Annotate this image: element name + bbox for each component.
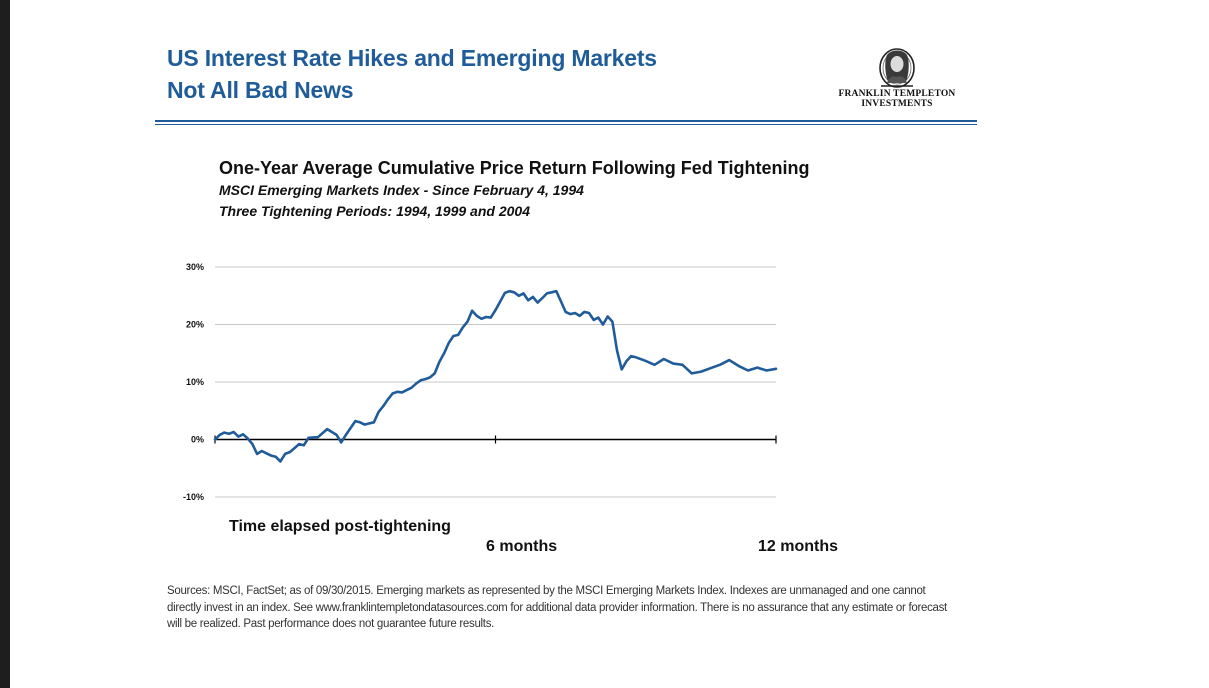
y-tick-label: 10% xyxy=(186,377,204,387)
y-tick-label: 0% xyxy=(191,435,204,445)
page-title: US Interest Rate Hikes and Emerging Mark… xyxy=(167,45,657,71)
page-subtitle: Not All Bad News xyxy=(167,77,354,103)
sources-footnote: Sources: MSCI, FactSet; as of 09/30/2015… xyxy=(167,585,947,630)
window-edge-bar xyxy=(0,0,10,688)
chart-subtitle-periods: Three Tightening Periods: 1994, 1999 and… xyxy=(219,203,530,219)
franklin-portrait-icon xyxy=(879,48,915,88)
header-rule-thick xyxy=(155,120,977,122)
y-tick-label: -10% xyxy=(183,492,204,502)
x-tick-label-6-months: 6 months xyxy=(486,538,558,555)
x-axis-label: Time elapsed post-tightening xyxy=(229,518,451,535)
logo-company-name: FRANKLIN TEMPLETON xyxy=(838,89,956,99)
y-tick-label: 30% xyxy=(186,262,204,272)
franklin-templeton-logo: FRANKLIN TEMPLETON INVESTMENTS xyxy=(835,47,959,109)
chart-title: One-Year Average Cumulative Price Return… xyxy=(219,158,810,178)
series-line xyxy=(213,289,778,463)
logo-company-subname: INVESTMENTS xyxy=(861,99,933,109)
y-tick-label: 20% xyxy=(186,320,204,330)
chart-subtitle-index: MSCI Emerging Markets Index - Since Febr… xyxy=(219,182,584,198)
x-tick-label-12-months: 12 months xyxy=(758,538,839,555)
header-rule-thin xyxy=(155,124,977,125)
